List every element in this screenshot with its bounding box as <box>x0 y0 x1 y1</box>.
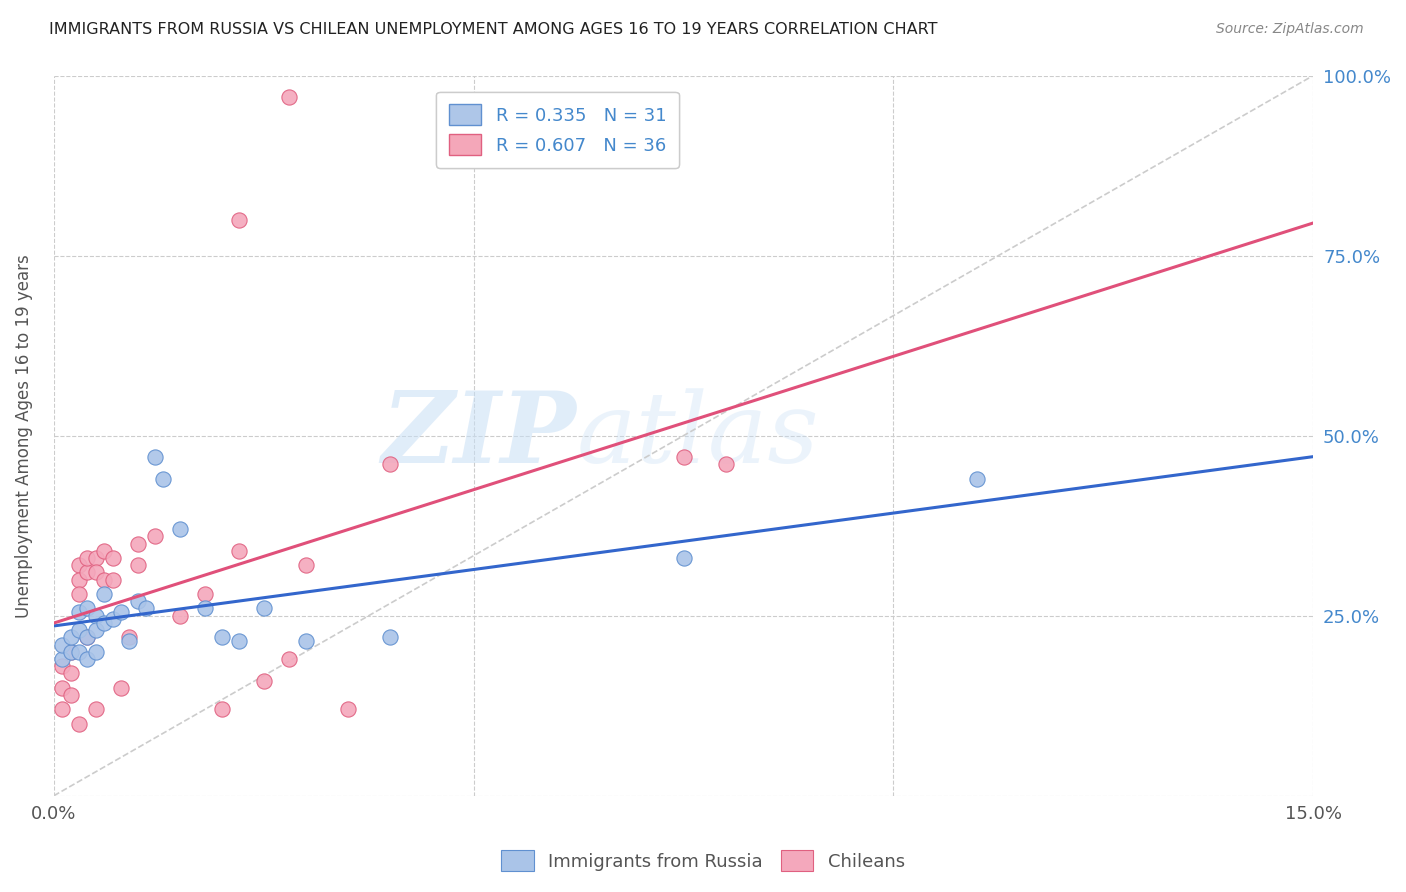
Point <box>51 652 73 666</box>
Point <box>51 638 73 652</box>
Point <box>672 551 695 566</box>
Point <box>84 645 107 659</box>
Point <box>76 566 98 580</box>
Point <box>169 608 191 623</box>
Point <box>152 472 174 486</box>
Y-axis label: Unemployment Among Ages 16 to 19 years: Unemployment Among Ages 16 to 19 years <box>15 253 32 617</box>
Point <box>59 645 82 659</box>
Point <box>378 630 401 644</box>
Point <box>67 623 90 637</box>
Point <box>714 458 737 472</box>
Point <box>84 566 107 580</box>
Point <box>127 537 149 551</box>
Point <box>51 681 73 695</box>
Point <box>84 608 107 623</box>
Point <box>211 702 233 716</box>
Point <box>67 716 90 731</box>
Point <box>67 587 90 601</box>
Point <box>336 702 359 716</box>
Point <box>110 681 132 695</box>
Point <box>277 90 299 104</box>
Text: ZIP: ZIP <box>381 387 576 483</box>
Point <box>294 634 316 648</box>
Point <box>101 551 124 566</box>
Text: atlas: atlas <box>576 388 820 483</box>
Point <box>51 659 73 673</box>
Point <box>228 212 250 227</box>
Point <box>93 587 115 601</box>
Text: Source: ZipAtlas.com: Source: ZipAtlas.com <box>1216 22 1364 37</box>
Point <box>67 605 90 619</box>
Point <box>127 594 149 608</box>
Point <box>76 551 98 566</box>
Point <box>93 544 115 558</box>
Point <box>51 702 73 716</box>
Point <box>84 623 107 637</box>
Point <box>67 573 90 587</box>
Point <box>93 573 115 587</box>
Point <box>127 558 149 573</box>
Point <box>277 652 299 666</box>
Legend: Immigrants from Russia, Chileans: Immigrants from Russia, Chileans <box>494 843 912 879</box>
Point <box>294 558 316 573</box>
Point <box>194 587 217 601</box>
Point <box>93 615 115 630</box>
Point <box>135 601 157 615</box>
Point <box>228 634 250 648</box>
Point <box>101 612 124 626</box>
Point <box>76 652 98 666</box>
Point <box>169 522 191 536</box>
Point <box>253 673 276 688</box>
Point <box>143 450 166 465</box>
Legend: R = 0.335   N = 31, R = 0.607   N = 36: R = 0.335 N = 31, R = 0.607 N = 36 <box>436 92 679 168</box>
Point <box>194 601 217 615</box>
Point <box>84 551 107 566</box>
Point <box>76 601 98 615</box>
Point <box>59 645 82 659</box>
Point <box>966 472 988 486</box>
Point <box>672 450 695 465</box>
Point <box>118 634 141 648</box>
Point <box>110 605 132 619</box>
Point <box>101 573 124 587</box>
Point <box>118 630 141 644</box>
Point <box>67 645 90 659</box>
Text: IMMIGRANTS FROM RUSSIA VS CHILEAN UNEMPLOYMENT AMONG AGES 16 TO 19 YEARS CORRELA: IMMIGRANTS FROM RUSSIA VS CHILEAN UNEMPL… <box>49 22 938 37</box>
Point <box>67 558 90 573</box>
Point <box>76 630 98 644</box>
Point <box>143 529 166 543</box>
Point <box>253 601 276 615</box>
Point <box>59 666 82 681</box>
Point <box>59 630 82 644</box>
Point <box>378 458 401 472</box>
Point <box>59 688 82 702</box>
Point <box>228 544 250 558</box>
Point <box>84 702 107 716</box>
Point <box>211 630 233 644</box>
Point <box>76 630 98 644</box>
